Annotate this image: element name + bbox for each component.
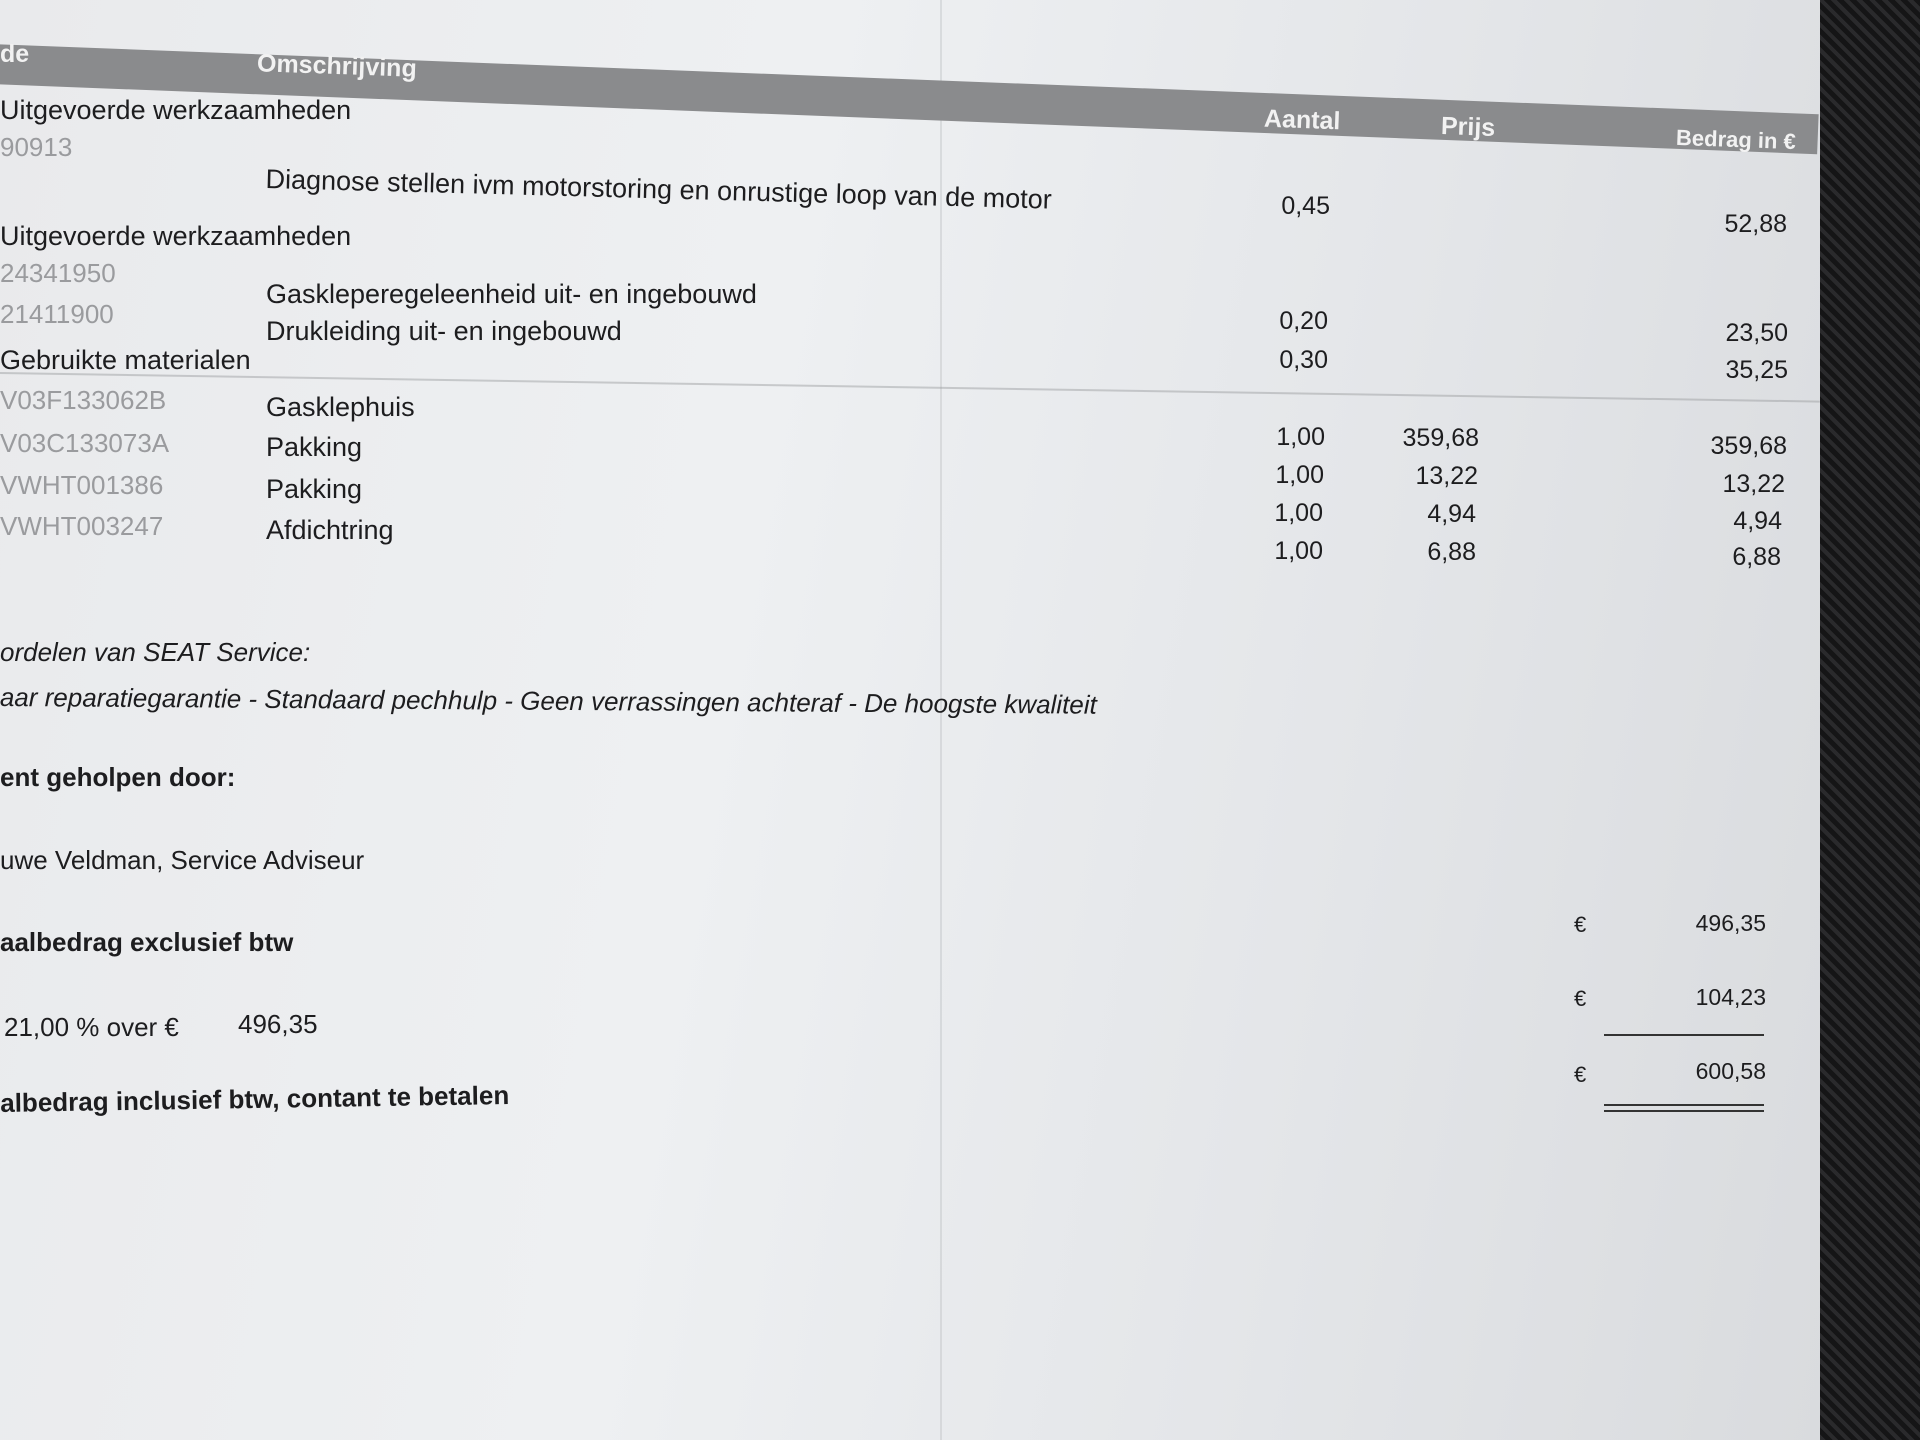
item-description: Afdichtring [266,515,394,545]
total-incl-label: albedrag inclusief btw, contant te betal… [0,1080,510,1118]
section-title: Uitgevoerde werkzaamheden [0,221,352,251]
header-price: Prijs [1440,112,1496,142]
item-quantity: 0,20 [1279,307,1328,335]
item-code: V03C133073A [0,428,170,458]
item-description: Diagnose stellen ivm motorstoring en onr… [265,164,1053,215]
vat-amount: 104,23 [1695,984,1766,1010]
service-advisor: uwe Veldman, Service Adviseur [0,845,365,875]
item-price: 359,68 [1402,424,1479,452]
item-description: Gasklephuis [266,392,415,422]
item-amount: 6,88 [1732,543,1781,571]
header-amount: Bedrag in € [1675,124,1797,155]
item-amount: 35,25 [1725,356,1788,384]
item-amount: 359,68 [1710,432,1787,460]
item-description: Pakking [266,474,363,504]
header-description: Omschrijving [256,49,418,83]
invoice-paper: de Omschrijving Aantal Prijs Bedrag in €… [0,0,1820,1440]
item-code: 21411900 [0,299,114,329]
item-code: 90913 [0,132,73,162]
item-amount: 23,50 [1725,319,1788,347]
item-quantity: 1,00 [1274,537,1323,565]
currency-symbol: € [1574,912,1587,937]
item-description: Drukleiding uit- en ingebouwd [266,316,622,346]
item-description: Gaskleperegeleenheid uit- en ingebouwd [266,279,757,309]
benefits-text: aar reparatiegarantie - Standaard pechhu… [0,682,1097,720]
item-price: 6,88 [1427,538,1476,566]
item-code: 24341950 [0,258,116,288]
item-code: VWHT001386 [0,470,164,500]
background-fabric [1820,0,1920,1440]
item-quantity: 1,00 [1275,461,1324,489]
vat-label: 21,00 % over € [4,1012,179,1042]
item-quantity: 0,30 [1279,346,1328,374]
item-code: V03F133062B [0,385,167,415]
item-code: VWHT003247 [0,511,164,541]
item-description: Pakking [266,432,363,462]
item-amount: 13,22 [1722,470,1785,498]
paper-fold [940,0,942,1440]
helped-by-title: ent geholpen door: [0,762,236,792]
total-excl-amount: 496,35 [1695,910,1766,936]
item-quantity: 0,45 [1281,192,1330,220]
item-amount: 4,94 [1733,507,1782,535]
total-excl-label: aalbedrag exclusief btw [0,927,294,957]
currency-symbol: € [1574,1062,1587,1087]
section-title: Gebruikte materialen [0,345,251,375]
total-double-line [1604,1104,1764,1106]
item-quantity: 1,00 [1276,423,1325,451]
item-quantity: 1,00 [1274,499,1323,527]
item-price: 13,22 [1415,462,1478,490]
subtotal-line [1604,1034,1764,1036]
currency-symbol: € [1574,986,1587,1011]
vat-base: 496,35 [238,1009,318,1039]
item-price: 4,94 [1427,500,1476,528]
total-incl-amount: 600,58 [1695,1058,1766,1084]
total-double-line [1604,1110,1764,1112]
benefits-title: ordelen van SEAT Service: [0,637,311,667]
item-amount: 52,88 [1724,210,1787,238]
header-code: de [0,40,30,68]
section-title: Uitgevoerde werkzaamheden [0,95,352,125]
header-quantity: Aantal [1263,104,1341,136]
